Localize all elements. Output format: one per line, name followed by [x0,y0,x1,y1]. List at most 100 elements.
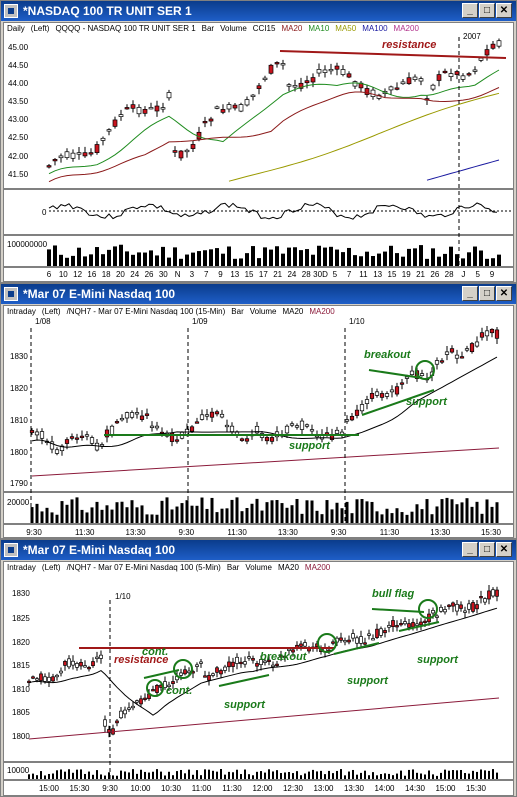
candle-body [344,419,350,422]
candle-body [55,674,59,678]
volume-bar [285,507,289,523]
close-icon[interactable]: ✕ [496,3,512,18]
volume-bar [375,511,379,523]
candle-body [69,436,75,439]
candle-body [95,656,99,659]
candle-body [423,620,427,623]
volume-bar [140,505,144,523]
volume-bar [287,247,291,266]
candle-body [215,667,219,673]
volume-bar [470,506,474,523]
volume-bar [276,770,278,779]
volume-bar [76,769,78,779]
candle-body [124,412,130,419]
annotation-support-bottom: support [289,440,331,452]
maximize-icon[interactable]: □ [479,542,495,557]
maximize-icon[interactable]: □ [479,286,495,301]
volume-bar [53,245,57,266]
volume-bar [293,247,297,266]
minimize-icon[interactable]: _ [462,286,478,301]
volume-bar [107,249,111,266]
minimize-icon[interactable]: _ [462,542,478,557]
candle-body [275,663,279,666]
x-tick: 13:00 [313,784,334,793]
candle-body [303,642,307,647]
candle-body [63,660,67,666]
volume-bar [60,769,62,779]
candle-body [129,412,135,418]
candle-body [231,661,235,667]
candle-body [46,165,52,168]
volume-bar [304,773,306,779]
candle-body [494,329,500,339]
volume-bar [437,256,441,266]
volume-bar [365,501,369,523]
candle-body [490,43,496,49]
candle-body [254,425,260,434]
maximize-icon[interactable]: □ [479,3,495,18]
volume-bar [119,244,123,266]
volume-bar [420,773,422,779]
volume-bar [476,771,478,779]
chart-window-icon[interactable] [4,543,18,557]
ma200-line [28,697,500,740]
year-label: 2007 [463,32,481,41]
intraday-5min-chart-area[interactable]: Intraday (Left) /NQH7 - Mar 07 E-Mini Nasd… [3,561,514,796]
candle-body [280,63,286,66]
candle-body [214,411,220,415]
volume-bar [165,497,169,523]
candle-body [134,412,140,415]
x-tick: 13 [230,270,239,279]
candle-body [284,425,290,434]
close-icon[interactable]: ✕ [496,286,512,301]
candle-body [309,429,315,432]
date-label: 1/08 [35,317,51,326]
chart-window-icon[interactable] [4,4,18,18]
volume-bar [40,771,42,779]
volume-bar [364,770,366,779]
volume-bar [132,769,134,779]
volume-bar [431,248,435,266]
candle-body [316,69,322,74]
candle-body [299,643,303,647]
x-tick: 14:00 [374,784,395,793]
candle-body [412,76,418,80]
x-tick: 15:30 [481,528,502,537]
volume-bar [299,250,303,266]
volume-bar [461,258,465,266]
intraday-15min-chart-area[interactable]: Intraday (Left) /NQH7 - Mar 07 E-Mini Nasd… [3,305,514,538]
candle-body [100,137,106,141]
candle-body [235,656,239,664]
daily-chart-area[interactable]: Daily (Left) QQQQ - NASDAQ 100 TR UNIT SER… [3,22,514,282]
volume-bar [324,774,326,779]
candle-body [155,684,159,693]
candle-body [154,425,160,429]
volume-bar [435,506,439,523]
volume-bar [473,246,477,266]
y-tick: 44.00 [8,79,29,88]
volume-bar [479,250,483,266]
daily-chart-titlebar[interactable]: *NASDAQ 100 TR UNIT SER 1 _ □ ✕ [1,1,516,21]
volume-bar [388,773,390,779]
close-icon[interactable]: ✕ [496,542,512,557]
intraday-15min-titlebar[interactable]: *Mar 07 E-Mini Nasdaq 100 _ □ ✕ [1,284,516,304]
volume-bar [164,775,166,779]
candle-body [349,415,355,421]
minimize-icon[interactable]: _ [462,3,478,18]
candle-body [262,77,268,80]
candle-body [454,71,460,75]
y-tick: 42.00 [8,152,29,161]
legend-type: Bar [226,563,240,572]
volume-bar [348,771,350,779]
candle-body [167,684,171,687]
candle-body [139,415,145,420]
candle-body [49,441,55,450]
x-tick: 5 [333,270,338,279]
volume-bar [256,771,258,779]
volume-bar [450,499,454,523]
chart-window-icon[interactable] [4,287,18,301]
intraday-5min-titlebar[interactable]: *Mar 07 E-Mini Nasdaq 100 _ □ ✕ [1,540,516,560]
candle-body [178,150,184,159]
volume-bar [345,501,349,523]
price-panel [46,38,502,183]
